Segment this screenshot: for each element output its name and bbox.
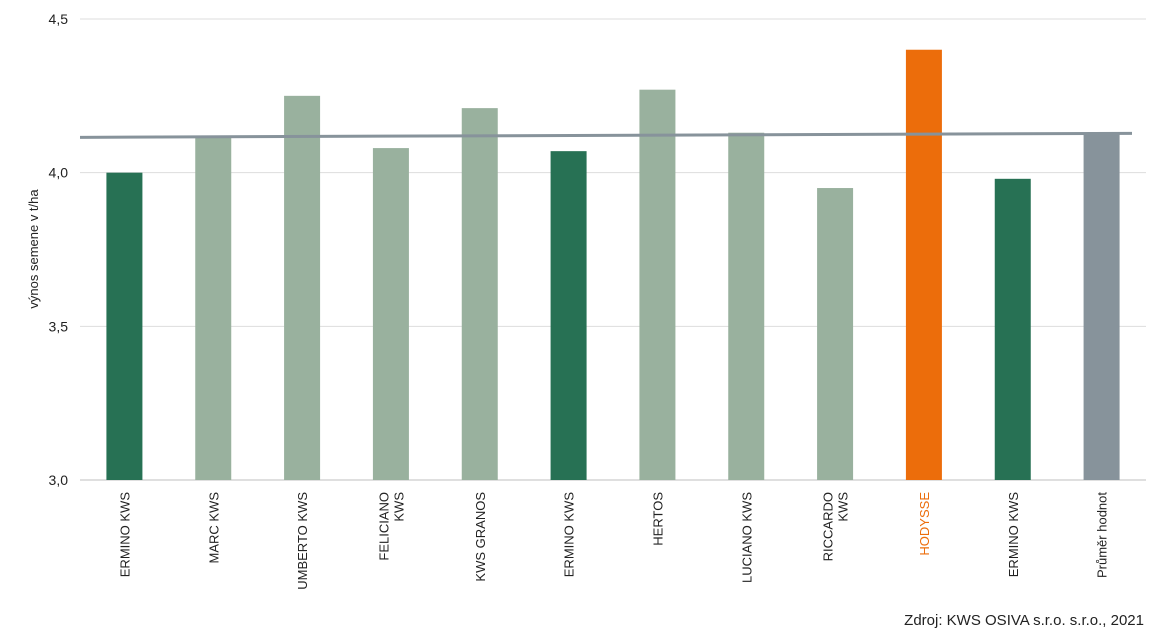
bar [1083,132,1120,481]
bar [994,178,1031,480]
bar [817,188,854,481]
y-tick-label: 4,0 [49,165,69,181]
y-tick-label: 4,5 [49,11,69,27]
x-tick-label: UMBERTO KWS [295,492,310,590]
x-tick-label: MARC KWS [206,492,221,564]
x-tick-label: ERMINO KWS [1006,492,1021,578]
x-tick-label: HODYSSE [917,492,932,556]
x-tick-label: ERMINO KWS [117,492,132,578]
source-note: Zdroj: KWS OSIVA s.r.o. s.r.o., 2021 [904,612,1144,629]
x-axis-labels: ERMINO KWS MARC KWS UMBERTO KWS FELICIANOKW… [117,492,1109,590]
y-axis-ticks: 3,0 3,5 4,0 4,5 [49,11,69,488]
x-tick-label: LUCIANO KWS [739,492,754,583]
x-tick-label: ERMINO KWS [562,492,577,578]
bars [106,49,1120,481]
x-tick-label: HERTOS [650,492,665,546]
trend-line-group [79,131,1133,139]
bar [106,172,143,480]
bar [728,132,765,481]
bar [461,108,498,481]
bar [639,89,676,480]
bar [195,135,232,480]
y-tick-label: 3,0 [49,472,69,488]
x-tick-label: FELICIANOKWS [376,492,406,561]
x-tick-label: RICCARDOKWS [821,492,851,562]
y-axis-label: výnos semene v t/ha [26,189,41,309]
gridlines [80,18,1146,481]
bar [550,151,587,481]
bar [284,95,321,480]
bar [905,49,942,480]
x-tick-label: KWS GRANOS [473,492,488,582]
bar [372,148,409,480]
x-tick-label: Průměr hodnot [1095,492,1110,578]
trend-line [79,131,1133,139]
y-tick-label: 3,5 [49,318,69,334]
